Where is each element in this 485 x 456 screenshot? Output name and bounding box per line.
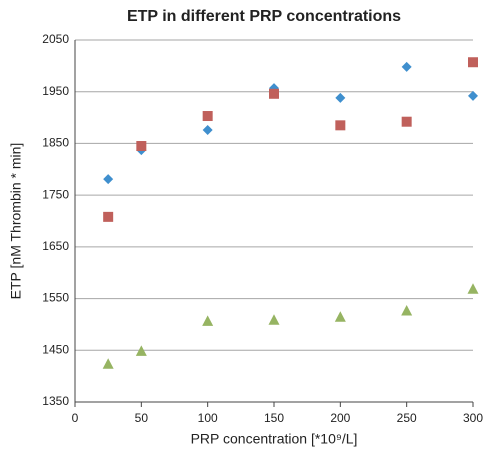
- point: [268, 314, 280, 325]
- point: [335, 120, 346, 131]
- point: [102, 358, 114, 369]
- x-tick-label: 0: [72, 411, 79, 425]
- point: [202, 124, 213, 135]
- point: [103, 211, 114, 222]
- x-tick-label: 100: [198, 411, 218, 425]
- point: [202, 315, 214, 326]
- point: [202, 111, 213, 122]
- point: [135, 345, 147, 356]
- y-tick-label: 1650: [42, 239, 69, 253]
- point: [335, 92, 346, 103]
- point: [401, 61, 412, 72]
- x-axis-label: PRP concentration [*10⁹/L]: [191, 431, 358, 447]
- y-tick-label: 1350: [42, 394, 69, 408]
- x-tick-label: 200: [330, 411, 350, 425]
- point: [136, 141, 147, 152]
- point: [468, 90, 478, 101]
- chart-title: ETP in different PRP concentrations: [127, 8, 401, 25]
- x-tick-label: 50: [135, 411, 149, 425]
- point: [467, 283, 479, 294]
- point: [334, 311, 346, 322]
- y-tick-label: 1450: [42, 342, 69, 356]
- point: [468, 57, 478, 68]
- y-tick-label: 1550: [42, 291, 69, 305]
- y-tick-label: 2050: [42, 32, 69, 46]
- y-tick-label: 1950: [42, 84, 69, 98]
- y-tick-label: 1750: [42, 187, 69, 201]
- y-tick-label: 1850: [42, 136, 69, 150]
- x-tick-label: 150: [264, 411, 284, 425]
- point: [401, 116, 412, 127]
- x-tick-label: 250: [397, 411, 417, 425]
- point: [401, 304, 413, 316]
- x-tick-label: 300: [463, 411, 483, 425]
- point: [103, 174, 114, 185]
- y-axis-label: ETP [nM Thrombin * min]: [8, 143, 24, 300]
- point: [269, 88, 279, 99]
